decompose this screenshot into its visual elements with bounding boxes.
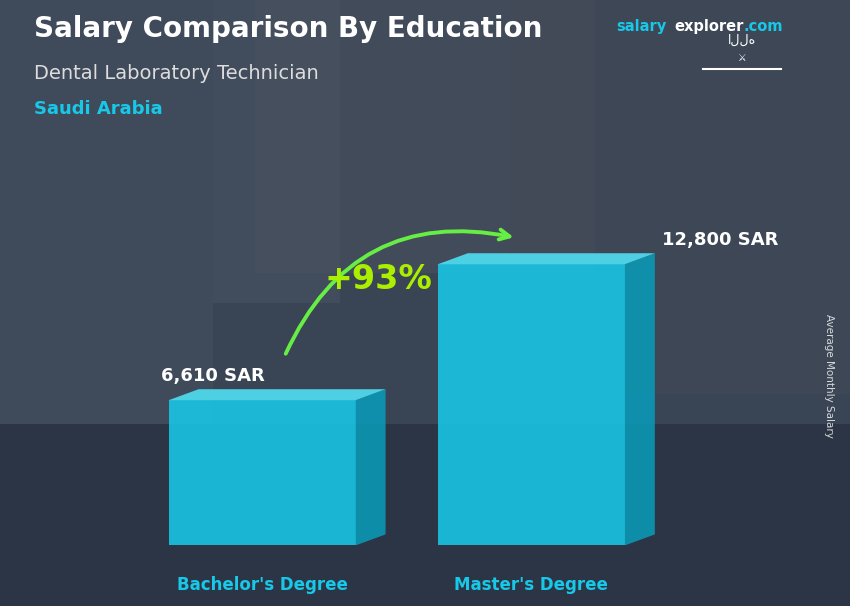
Text: Saudi Arabia: Saudi Arabia <box>34 100 162 118</box>
Text: Bachelor's Degree: Bachelor's Degree <box>177 576 348 594</box>
Bar <box>0 0 212 424</box>
Text: Average Monthly Salary: Average Monthly Salary <box>824 314 834 438</box>
Text: 6,610 SAR: 6,610 SAR <box>162 367 265 385</box>
Text: ⚔: ⚔ <box>737 53 746 62</box>
Text: Master's Degree: Master's Degree <box>455 576 609 594</box>
Bar <box>255 0 595 273</box>
Text: 12,800 SAR: 12,800 SAR <box>662 231 779 249</box>
Text: Dental Laboratory Technician: Dental Laboratory Technician <box>34 64 319 82</box>
Bar <box>0 424 850 606</box>
Polygon shape <box>355 389 386 545</box>
Polygon shape <box>168 400 355 545</box>
Text: الله: الله <box>728 34 756 47</box>
Polygon shape <box>438 264 625 545</box>
Text: Salary Comparison By Education: Salary Comparison By Education <box>34 15 542 43</box>
Text: salary: salary <box>616 19 666 35</box>
Polygon shape <box>438 253 654 264</box>
Bar <box>510 0 850 394</box>
Text: +93%: +93% <box>324 263 432 296</box>
Polygon shape <box>168 389 386 400</box>
Bar <box>212 0 340 303</box>
Text: explorer: explorer <box>674 19 744 35</box>
Text: .com: .com <box>744 19 783 35</box>
Polygon shape <box>625 253 654 545</box>
